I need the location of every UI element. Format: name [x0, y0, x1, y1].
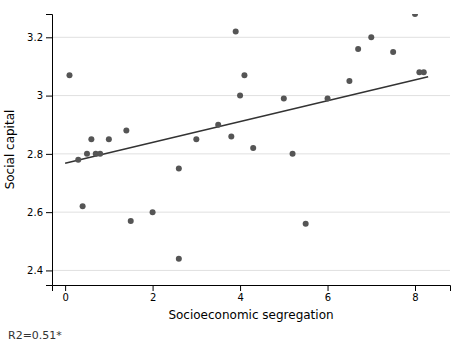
point	[368, 34, 374, 40]
x-tick-label: 6	[325, 292, 331, 303]
x-tick: 6	[325, 285, 331, 303]
grid-line	[52, 212, 450, 213]
x-tick-label: 0	[62, 292, 68, 303]
x-tick-mark	[153, 285, 154, 291]
y-axis-line	[46, 15, 53, 286]
grid-line	[52, 37, 450, 38]
y-tick-mark	[46, 212, 52, 213]
y-tick: 3.2	[27, 32, 52, 43]
point	[290, 151, 296, 157]
x-tick-mark	[65, 285, 66, 291]
x-tick: 8	[412, 285, 418, 303]
y-tick: 2.8	[27, 149, 52, 160]
grid	[52, 37, 450, 270]
point	[215, 122, 221, 128]
point	[80, 203, 86, 209]
point	[176, 165, 182, 171]
y-tick: 2.4	[27, 265, 52, 276]
point	[233, 28, 239, 34]
x-tick-mark	[240, 285, 241, 291]
point	[412, 14, 418, 17]
x-tick: 0	[62, 285, 68, 303]
point	[355, 46, 361, 52]
point	[75, 157, 81, 163]
y-axis-title: Social capital	[3, 110, 17, 190]
point	[241, 72, 247, 78]
point	[390, 49, 396, 55]
y-tick: 3	[37, 90, 52, 101]
y-tick-label: 3	[37, 90, 43, 101]
chart: 0 2 4 6 8 2.4 2.6 2.8 3 3.2 Socioeconomic segregat…	[0, 0, 466, 347]
point	[123, 128, 129, 134]
y-axis: 2.4 2.6 2.8 3 3.2	[27, 15, 52, 286]
point	[106, 136, 112, 142]
annotation: R2=0.51*	[8, 329, 62, 342]
x-tick: 4	[237, 285, 243, 303]
grid-line	[52, 95, 450, 96]
y-tick-label: 2.6	[27, 207, 43, 218]
x-tick-label: 4	[237, 292, 243, 303]
point	[88, 136, 94, 142]
x-tick-mark	[328, 285, 329, 291]
point	[128, 218, 134, 224]
point	[237, 93, 243, 99]
point	[97, 151, 103, 157]
point	[303, 221, 309, 227]
x-axis-title: Socioeconomic segregation	[168, 308, 333, 322]
plot: 0 2 4 6 8 2.4 2.6 2.8 3 3.2	[27, 11, 450, 303]
y-tick-label: 2.4	[27, 265, 43, 276]
grid-line	[52, 153, 450, 154]
point	[250, 145, 256, 151]
y-tick-label: 3.2	[27, 32, 43, 43]
grid-line	[52, 270, 450, 271]
y-tick-mark	[46, 154, 52, 155]
y-tick-mark	[46, 270, 52, 271]
x-tick-label: 2	[150, 292, 156, 303]
point	[176, 256, 182, 262]
point	[228, 133, 234, 139]
y-tick-label: 2.8	[27, 149, 43, 160]
point	[150, 209, 156, 215]
x-axis: 0 2 4 6 8	[53, 285, 451, 303]
point	[66, 72, 72, 78]
regression-line	[65, 77, 428, 164]
point	[325, 96, 331, 102]
x-axis-line	[53, 286, 451, 292]
y-tick-mark	[46, 37, 52, 38]
y-tick-mark	[46, 96, 52, 97]
marks	[65, 14, 428, 262]
point	[421, 69, 427, 75]
x-tick-mark	[415, 285, 416, 291]
x-tick: 2	[150, 285, 156, 303]
point	[193, 136, 199, 142]
y-tick: 2.6	[27, 207, 52, 218]
point	[346, 78, 352, 84]
point	[84, 151, 90, 157]
x-tick-label: 8	[412, 292, 418, 303]
point	[281, 96, 287, 102]
